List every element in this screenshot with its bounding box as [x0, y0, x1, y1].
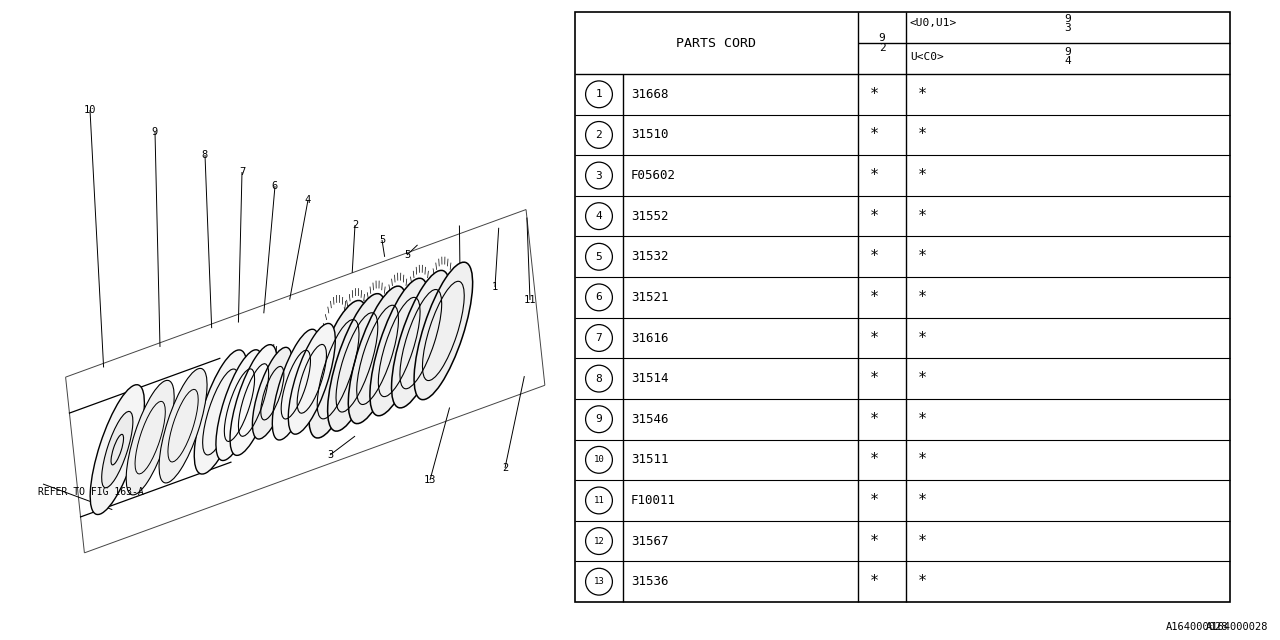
Text: *: * [870, 168, 879, 183]
Ellipse shape [288, 323, 335, 434]
Text: 13: 13 [424, 475, 436, 485]
Ellipse shape [252, 348, 292, 439]
Text: 8: 8 [202, 150, 209, 160]
Ellipse shape [195, 350, 247, 474]
Text: 10: 10 [594, 455, 604, 465]
Text: *: * [918, 412, 927, 427]
Text: 5: 5 [595, 252, 603, 262]
Text: *: * [918, 574, 927, 589]
Ellipse shape [392, 270, 451, 408]
Text: 1: 1 [492, 282, 498, 292]
Text: *: * [918, 330, 927, 346]
Text: 31532: 31532 [631, 250, 668, 263]
Text: 8: 8 [595, 374, 603, 383]
Text: *: * [870, 452, 879, 467]
Text: 2: 2 [352, 220, 358, 230]
Text: *: * [870, 209, 879, 223]
Ellipse shape [101, 412, 133, 488]
Text: *: * [870, 412, 879, 427]
Text: 6: 6 [271, 181, 278, 191]
Text: *: * [870, 249, 879, 264]
Text: *: * [918, 249, 927, 264]
Text: *: * [870, 574, 879, 589]
Ellipse shape [230, 344, 276, 456]
Text: 3: 3 [326, 450, 333, 460]
Text: REFER TO FIG 163-A: REFER TO FIG 163-A [38, 487, 143, 497]
Text: 5: 5 [404, 250, 410, 260]
Text: 3: 3 [595, 170, 603, 180]
Text: *: * [870, 371, 879, 386]
Bar [575, 12, 1230, 602]
Text: 1: 1 [595, 90, 603, 99]
Text: 2: 2 [595, 130, 603, 140]
Text: U<C0>: U<C0> [910, 52, 943, 61]
Text: *: * [918, 209, 927, 223]
Text: 31514: 31514 [631, 372, 668, 385]
Text: 12: 12 [594, 536, 604, 545]
Text: 7: 7 [595, 333, 603, 343]
Text: 9
2: 9 2 [878, 33, 886, 53]
Text: 31511: 31511 [631, 453, 668, 467]
Text: 11: 11 [524, 295, 536, 305]
Text: 31510: 31510 [631, 129, 668, 141]
Text: 31616: 31616 [631, 332, 668, 344]
Text: *: * [870, 330, 879, 346]
Text: A164000028: A164000028 [1166, 622, 1228, 632]
Text: 9: 9 [152, 127, 159, 137]
Text: *: * [870, 127, 879, 143]
Text: *: * [918, 290, 927, 305]
Text: 31536: 31536 [631, 575, 668, 588]
Text: *: * [870, 87, 879, 102]
Text: 31546: 31546 [631, 413, 668, 426]
Text: *: * [918, 371, 927, 386]
Ellipse shape [308, 300, 367, 438]
Ellipse shape [159, 369, 207, 483]
Text: 31552: 31552 [631, 210, 668, 223]
Text: 5: 5 [379, 235, 385, 245]
Text: *: * [918, 127, 927, 143]
Ellipse shape [90, 385, 145, 515]
Text: 31668: 31668 [631, 88, 668, 101]
Text: *: * [870, 493, 879, 508]
Ellipse shape [328, 294, 387, 431]
Text: 9
4: 9 4 [1065, 47, 1071, 67]
Ellipse shape [127, 380, 174, 495]
Text: A164000028: A164000028 [1206, 622, 1268, 632]
Text: 10: 10 [83, 105, 96, 115]
Text: *: * [918, 534, 927, 548]
Ellipse shape [415, 262, 472, 400]
Text: 2: 2 [502, 463, 508, 473]
Text: *: * [918, 493, 927, 508]
Text: 6: 6 [595, 292, 603, 302]
Text: F10011: F10011 [631, 494, 676, 507]
Text: *: * [918, 87, 927, 102]
Text: 4: 4 [595, 211, 603, 221]
Text: 31567: 31567 [631, 534, 668, 548]
Text: 9: 9 [595, 414, 603, 424]
Ellipse shape [216, 350, 262, 461]
Text: 4: 4 [305, 195, 311, 205]
Ellipse shape [370, 278, 429, 416]
Ellipse shape [273, 329, 319, 440]
Text: 11: 11 [594, 496, 604, 505]
Text: 31521: 31521 [631, 291, 668, 304]
Text: *: * [870, 290, 879, 305]
Text: 9
3: 9 3 [1065, 13, 1071, 33]
Ellipse shape [348, 286, 407, 424]
Text: *: * [918, 168, 927, 183]
Text: 7: 7 [239, 167, 246, 177]
Text: 13: 13 [594, 577, 604, 586]
Text: PARTS CORD: PARTS CORD [677, 36, 756, 49]
Text: *: * [870, 534, 879, 548]
Text: <U0,U1>: <U0,U1> [910, 18, 957, 28]
Text: 12: 12 [453, 268, 466, 278]
Text: *: * [918, 452, 927, 467]
Text: F05602: F05602 [631, 169, 676, 182]
